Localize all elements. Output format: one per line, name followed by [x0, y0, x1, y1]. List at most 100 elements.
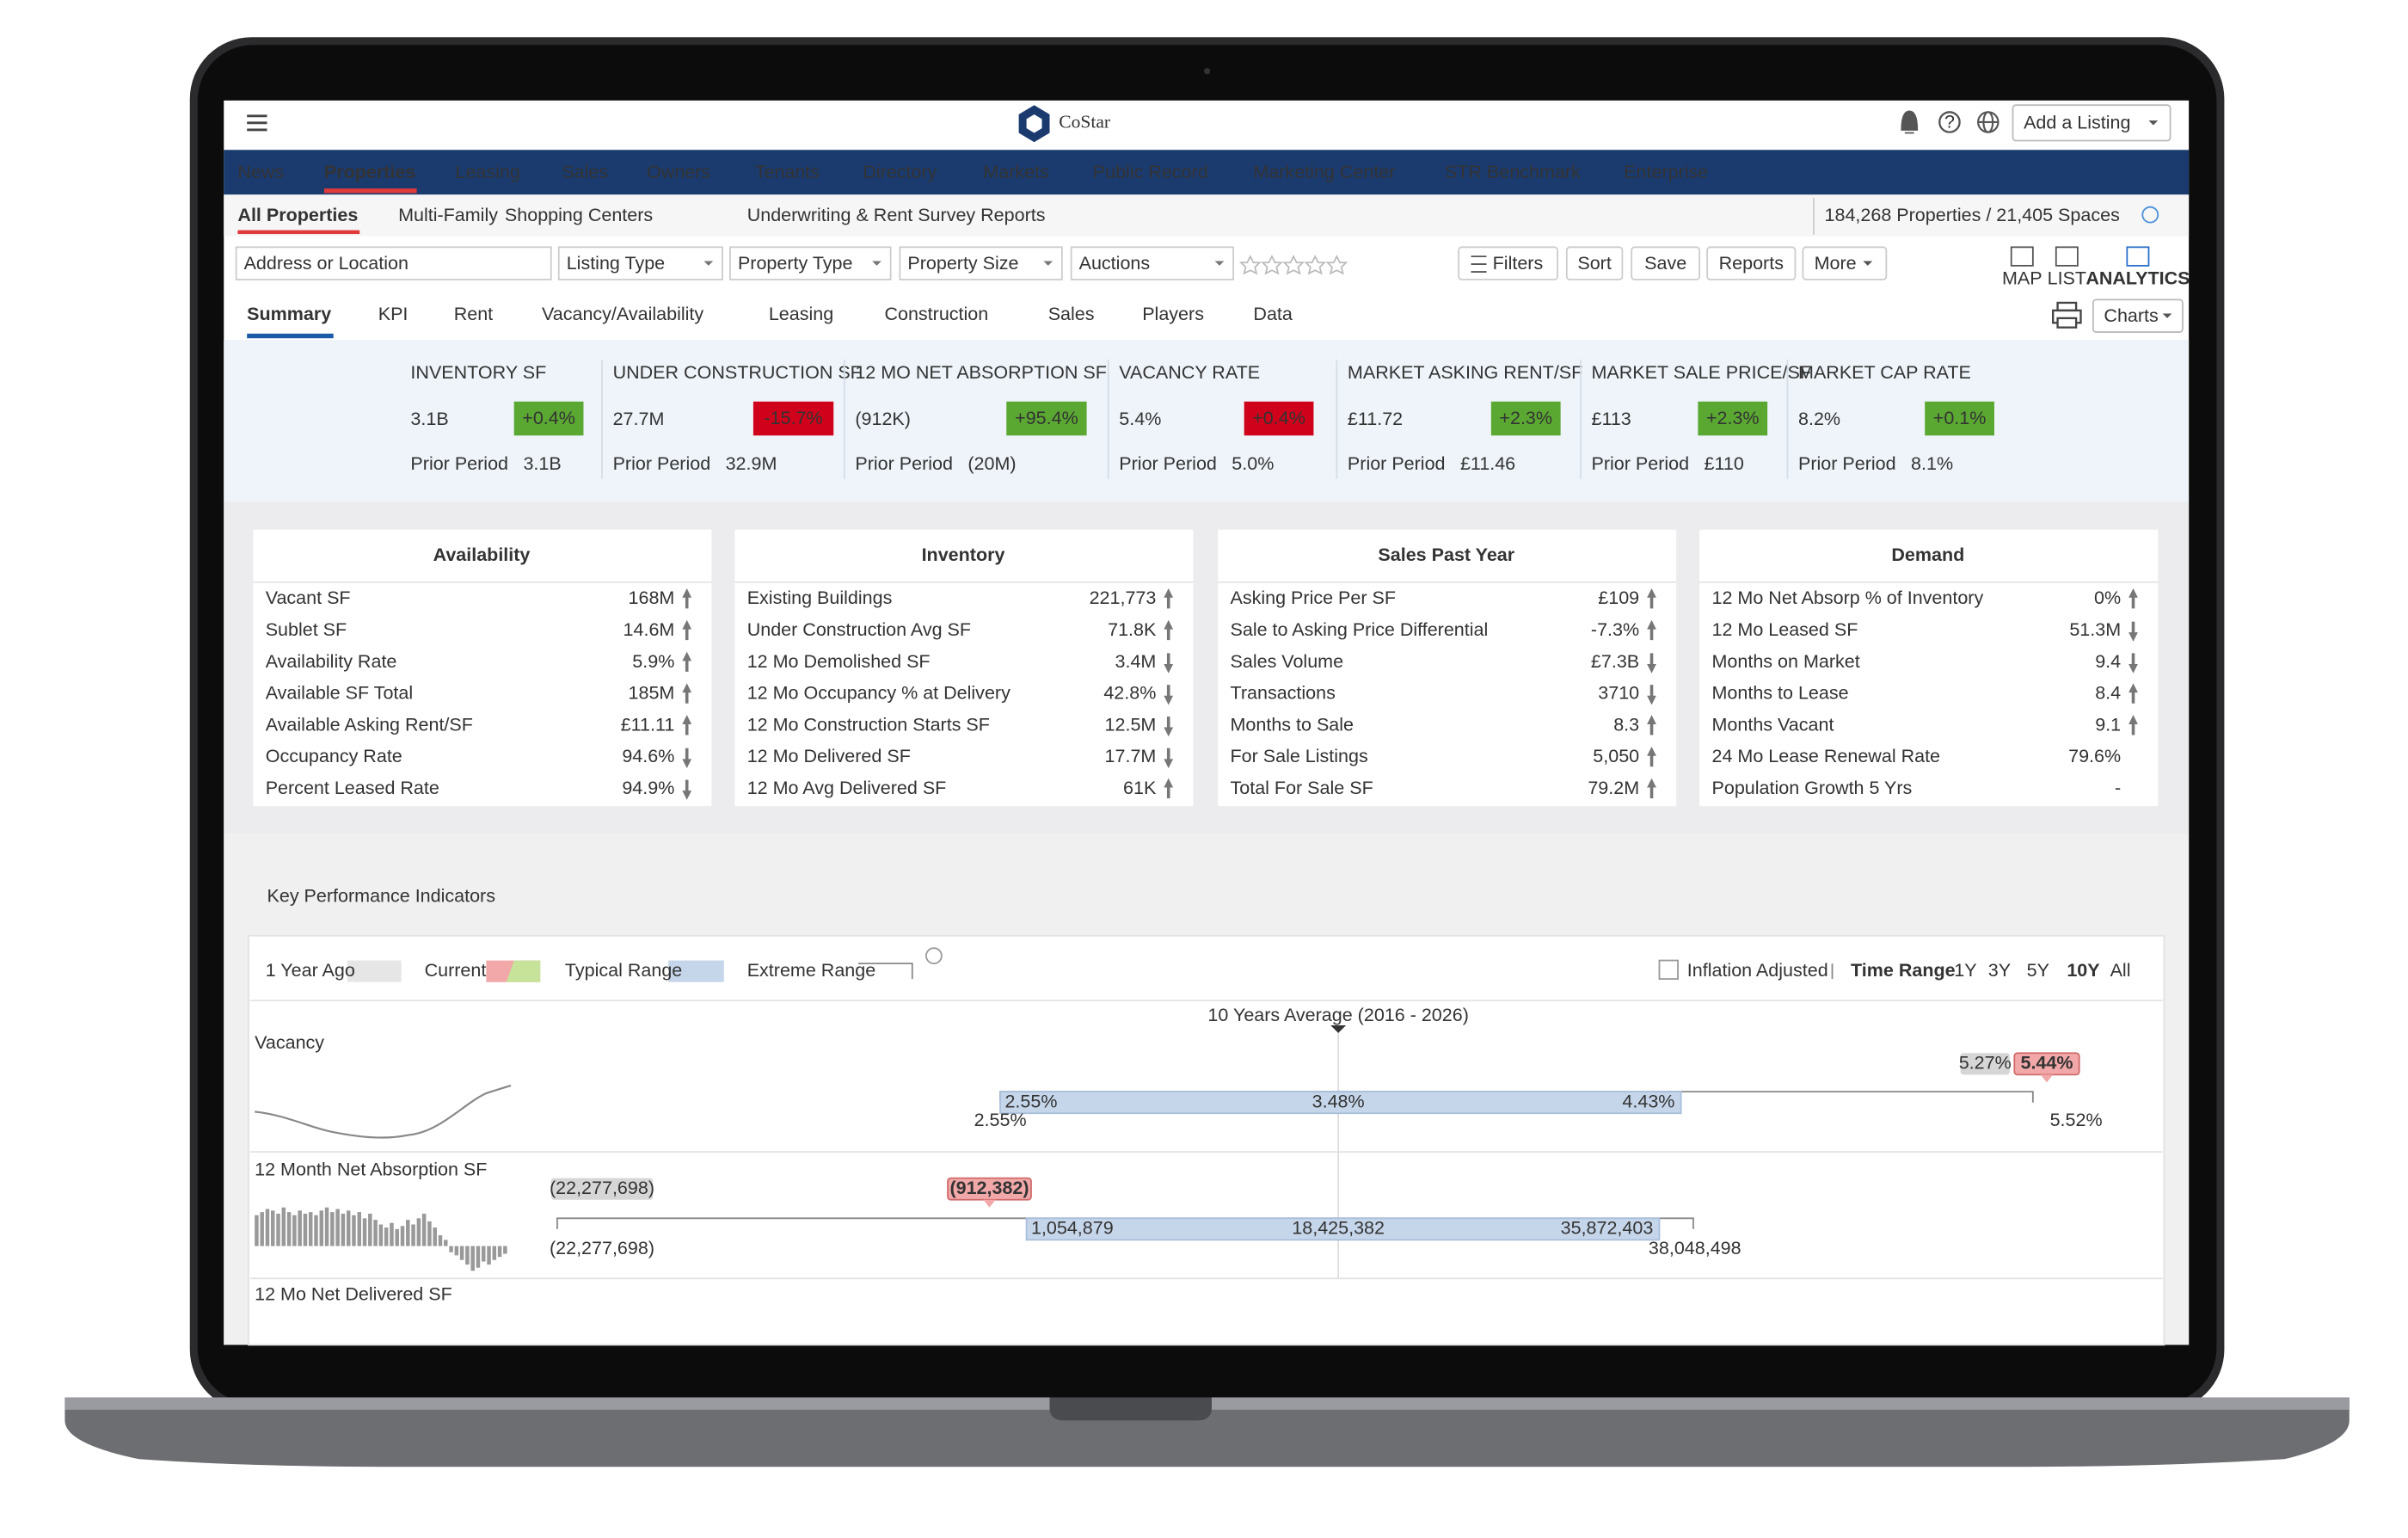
typical-high: 4.43%: [1622, 1091, 1674, 1111]
print-icon[interactable]: [2052, 301, 2082, 329]
legend-help[interactable]: [925, 947, 943, 965]
search-field[interactable]: [1070, 246, 1234, 280]
inflation-label[interactable]: Inflation Adjusted: [1687, 960, 1828, 981]
trend-up-icon: [2128, 715, 2138, 735]
star-icon[interactable]: [1325, 255, 1348, 275]
panel-row-value: 185M: [629, 683, 675, 704]
nav-item[interactable]: Marketing Center: [1253, 162, 1395, 182]
panel-row-label: 12 Mo Avg Delivered SF: [747, 778, 947, 798]
year-ago-value: 5.27%: [1959, 1053, 2012, 1074]
subnav-tab[interactable]: All Properties: [237, 205, 358, 225]
panel-row-value: 79.6%: [2068, 746, 2121, 766]
toolbar-button-label: Reports: [1719, 253, 1784, 274]
panel-row-value: £11.11: [621, 714, 675, 735]
nav-bar: [224, 150, 2190, 195]
nav-item[interactable]: Tenants: [755, 162, 820, 182]
nav-item[interactable]: Directory: [863, 162, 937, 182]
tab[interactable]: Vacancy/Availability: [542, 304, 703, 324]
kpi-change: +2.3%: [1706, 408, 1760, 428]
star-icon[interactable]: [1261, 255, 1283, 275]
nav-item[interactable]: Public Record: [1093, 162, 1208, 182]
trend-up-icon: [1647, 588, 1656, 609]
panel-row-value: 42.8%: [1103, 683, 1156, 704]
nav-item[interactable]: Leasing: [455, 162, 519, 182]
toolbar-button[interactable]: [1802, 246, 1888, 280]
panel-row-value: £109: [1598, 588, 1639, 608]
tab[interactable]: Summary: [247, 304, 331, 324]
help-icon[interactable]: [1938, 111, 1961, 133]
checkbox[interactable]: [1658, 959, 1679, 981]
kpi-value: 3.1B: [410, 409, 448, 429]
nav-item[interactable]: News: [237, 162, 284, 182]
toolbar-button[interactable]: [1631, 246, 1701, 280]
nav-item[interactable]: Sales: [562, 162, 608, 182]
caret: [703, 261, 714, 266]
panel-row-value: 9.1: [2095, 714, 2121, 735]
trend-down-icon: [2128, 621, 2138, 642]
toolbar-button[interactable]: [1706, 246, 1797, 280]
range-option[interactable]: 1Y: [1954, 960, 1976, 981]
tab[interactable]: Players: [1142, 304, 1204, 324]
nav-item[interactable]: Properties: [324, 162, 415, 182]
tab[interactable]: Construction: [884, 304, 988, 324]
search-field[interactable]: [899, 246, 1063, 280]
search-field[interactable]: [729, 246, 892, 280]
panel-row-value: 221,773: [1090, 588, 1157, 608]
tab[interactable]: Data: [1253, 304, 1292, 324]
section-title: Key Performance Indicators: [267, 886, 495, 907]
panel-row-label: Percent Leased Rate: [266, 778, 439, 798]
subnav-tab[interactable]: Underwriting & Rent Survey Reports: [747, 205, 1046, 225]
kpi-change: +0.1%: [1933, 408, 1987, 428]
kpi-label: MARKET ASKING RENT/SF: [1348, 362, 1582, 383]
nav-item[interactable]: STR Benchmark: [1445, 162, 1581, 182]
range-option[interactable]: All: [2110, 960, 2131, 981]
kpi-label: VACANCY RATE: [1119, 362, 1260, 383]
range-option[interactable]: 3Y: [1988, 960, 2011, 981]
kpi-row-name: 12 Month Net Absorption SF: [255, 1159, 487, 1179]
kpi-label: INVENTORY SF: [410, 362, 546, 383]
tab[interactable]: Rent: [454, 304, 493, 324]
tab[interactable]: Leasing: [769, 304, 833, 324]
nav-item[interactable]: Markets: [983, 162, 1049, 182]
range-option[interactable]: 10Y: [2067, 960, 2099, 981]
subnav-tab[interactable]: Multi-Family: [398, 205, 498, 225]
tab[interactable]: KPI: [378, 304, 408, 324]
view-label[interactable]: MAP: [2002, 268, 2042, 289]
typical-high: 35,872,403: [1561, 1218, 1654, 1239]
toolbar-button[interactable]: [1565, 246, 1624, 280]
panel-row-value: 9.4: [2095, 651, 2121, 672]
search-field[interactable]: [235, 246, 552, 280]
panel-row-value: 168M: [629, 588, 675, 608]
view-icon[interactable]: [2055, 246, 2079, 267]
search-field[interactable]: [557, 246, 723, 280]
caret: [2148, 120, 2159, 126]
star-icon[interactable]: [1282, 255, 1305, 275]
menu-icon[interactable]: [247, 114, 267, 132]
average-marker: [1330, 1024, 1347, 1033]
subnav-tab[interactable]: Shopping Centers: [505, 205, 653, 225]
nav-item[interactable]: Enterprise: [1624, 162, 1708, 182]
search-placeholder: Property Type: [738, 253, 853, 274]
globe-icon[interactable]: [1977, 111, 2000, 133]
add-listing-button[interactable]: [2012, 104, 2172, 142]
nav-item[interactable]: Owners: [647, 162, 710, 182]
charts-button[interactable]: [2092, 298, 2184, 333]
panel-title: Availability: [433, 544, 531, 565]
camera: [1204, 68, 1211, 75]
panel-row-label: 12 Mo Net Absorp % of Inventory: [1712, 588, 1984, 608]
summary-panel: [1218, 529, 1677, 807]
add-listing-label: Add a Listing: [2024, 112, 2130, 132]
info-icon[interactable]: [2141, 206, 2159, 224]
panel-row-label: Available SF Total: [266, 683, 413, 704]
view-label[interactable]: ANALYTICS: [2086, 268, 2190, 289]
panel-row-value: 3710: [1598, 683, 1639, 704]
tab[interactable]: Sales: [1048, 304, 1095, 324]
panel-row-label: 12 Mo Delivered SF: [747, 746, 911, 766]
star-icon[interactable]: [1304, 255, 1327, 275]
view-icon[interactable]: [2126, 246, 2150, 267]
range-option[interactable]: 5Y: [2027, 960, 2049, 981]
view-label[interactable]: LIST: [2048, 268, 2086, 289]
bell-icon[interactable]: [1901, 110, 1919, 134]
view-icon[interactable]: [2010, 246, 2034, 267]
star-icon[interactable]: [1238, 255, 1262, 275]
